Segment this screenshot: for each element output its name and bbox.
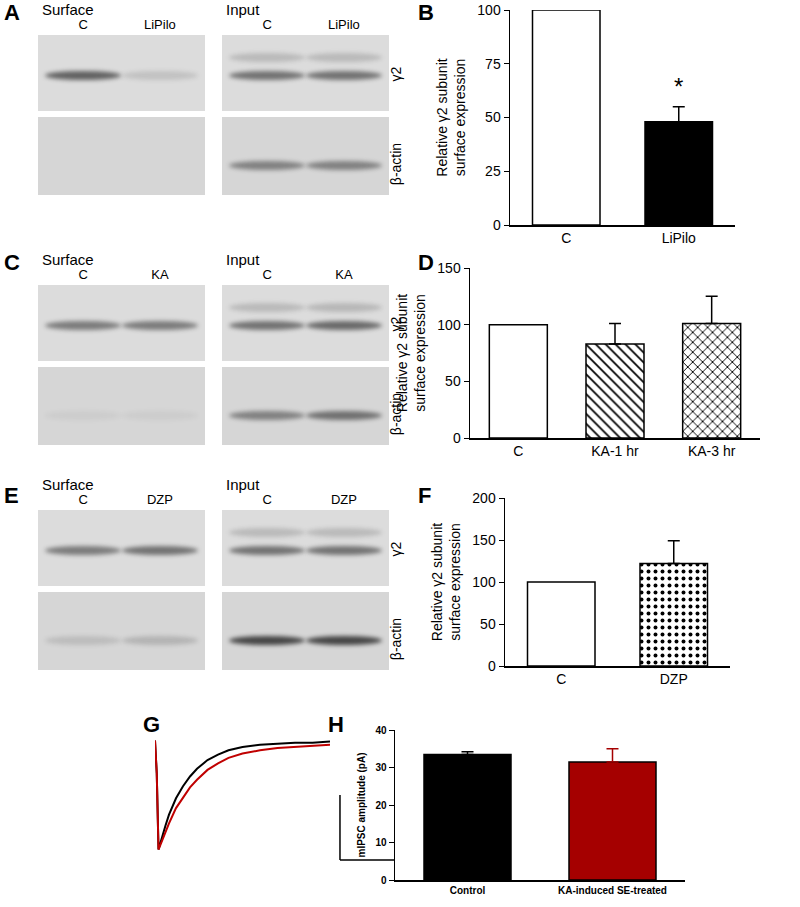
- svg-text:*: *: [674, 73, 683, 100]
- svg-text:100: 100: [472, 574, 496, 590]
- html-text:DZP: DZP: [330, 492, 357, 507]
- svg-text:0: 0: [453, 430, 461, 446]
- svg-text:75: 75: [485, 56, 501, 72]
- svg-text:150: 150: [437, 260, 461, 276]
- html-text:Input: Input: [226, 1, 260, 18]
- svg-text:0: 0: [493, 217, 501, 233]
- html-text:Input: Input: [226, 476, 260, 493]
- svg-text:150: 150: [472, 532, 496, 548]
- svg-text:50: 50: [485, 109, 501, 125]
- svg-text:DZP: DZP: [660, 671, 688, 687]
- svg-text:50: 50: [445, 373, 461, 389]
- html-text:E: E: [4, 483, 19, 508]
- html-text:D: D: [418, 250, 434, 275]
- svg-text:30: 30: [375, 762, 387, 773]
- svg-text:100: 100: [437, 317, 461, 333]
- html-text:KA: KA: [151, 267, 169, 282]
- html-text:γ2: γ2: [388, 66, 404, 82]
- svg-text:20: 20: [375, 800, 387, 811]
- html-text:KA: KA: [335, 267, 353, 282]
- svg-text:KA-3 hr: KA-3 hr: [688, 443, 736, 459]
- svg-text:KA-induced SE-treated: KA-induced SE-treated: [558, 885, 667, 896]
- svg-text:0: 0: [381, 875, 387, 886]
- svg-text:C: C: [561, 230, 571, 246]
- html-text:B: B: [418, 0, 434, 25]
- html-text:Surface: Surface: [42, 476, 94, 493]
- svg-text:KA-1 hr: KA-1 hr: [591, 443, 639, 459]
- svg-text:Relative γ2 subunitsurface exp: Relative γ2 subunitsurface expression: [429, 523, 463, 641]
- svg-text:LiPilo: LiPilo: [662, 230, 696, 246]
- svg-text:10: 10: [375, 837, 387, 848]
- html-text:C: C: [4, 250, 20, 275]
- html-text:F: F: [418, 483, 432, 508]
- svg-text:Relative γ2 subunitsurface exp: Relative γ2 subunitsurface expression: [434, 58, 468, 176]
- svg-text:Control: Control: [450, 885, 486, 896]
- html-text:β-actin: β-actin: [388, 142, 404, 186]
- html-text:C: C: [262, 492, 272, 507]
- svg-text:25: 25: [485, 163, 501, 179]
- html-text:DZP: DZP: [146, 492, 173, 507]
- html-text:C: C: [78, 267, 88, 282]
- html-text:β-actin: β-actin: [388, 392, 404, 436]
- svg-text:C: C: [556, 671, 566, 687]
- svg-text:100: 100: [477, 2, 501, 18]
- svg-text:50: 50: [480, 616, 496, 632]
- html-text:Input: Input: [226, 251, 260, 268]
- html-text:C: C: [78, 17, 88, 32]
- html-text:γ2: γ2: [388, 541, 404, 557]
- svg-text:0: 0: [488, 658, 496, 674]
- html-text:Surface: Surface: [42, 1, 94, 18]
- html-text:LiPilo: LiPilo: [328, 17, 360, 32]
- svg-text:40: 40: [375, 725, 387, 736]
- html-text:C: C: [78, 492, 88, 507]
- html-text:β-actin: β-actin: [388, 617, 404, 661]
- html-text:C: C: [262, 17, 272, 32]
- html-text:H: H: [328, 712, 344, 737]
- html-text:C: C: [262, 267, 272, 282]
- svg-text:200: 200: [472, 490, 496, 506]
- html-text:A: A: [4, 0, 20, 25]
- html-text:Surface: Surface: [42, 251, 94, 268]
- svg-text:C: C: [513, 443, 523, 459]
- html-text:G: G: [143, 712, 161, 737]
- html-text:LiPilo: LiPilo: [144, 17, 176, 32]
- svg-text:mIPSC amplitude (pA): mIPSC amplitude (pA): [356, 752, 367, 857]
- svg-text:Relative γ2 subunitsurface exp: Relative γ2 subunitsurface expression: [394, 294, 428, 412]
